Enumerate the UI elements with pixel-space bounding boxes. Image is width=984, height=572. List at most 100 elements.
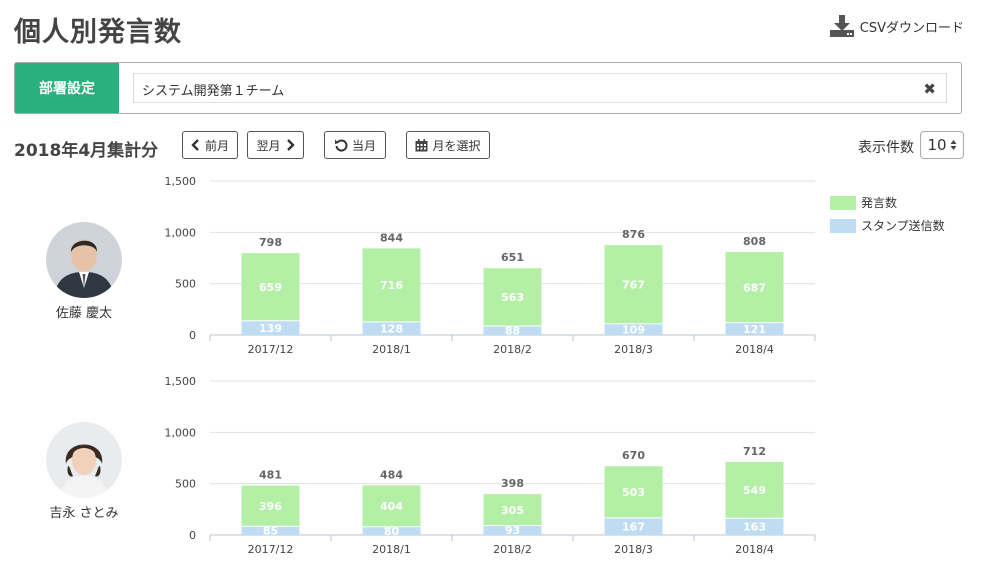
bar-remarks — [483, 268, 542, 326]
download-icon — [829, 15, 854, 37]
user-name: 吉永 さとみ — [49, 506, 119, 521]
display-count-label: 表示件数 — [858, 140, 914, 156]
next-month-button[interactable]: 翌月 — [247, 131, 304, 159]
data-label-stamps: 88 — [505, 324, 520, 337]
bar-remarks — [362, 248, 421, 322]
page-title: 個人別発言数 — [14, 17, 182, 48]
data-label-remarks: 563 — [501, 291, 524, 304]
data-label-total: 712 — [743, 445, 766, 458]
avatar — [46, 222, 122, 298]
data-label-stamps: 93 — [505, 524, 520, 537]
user-block: 佐藤 慶太 — [34, 222, 134, 321]
csv-download-label: CSVダウンロード — [859, 20, 964, 36]
x-tick-label: 2018/2 — [493, 543, 532, 556]
y-tick-label: 500 — [175, 278, 196, 291]
x-tick-label: 2017/12 — [248, 343, 294, 356]
y-tick-label: 500 — [175, 478, 196, 491]
calendar-icon — [415, 138, 428, 151]
data-label-stamps: 121 — [743, 323, 766, 336]
current-month-label: 当月 — [351, 138, 376, 153]
close-icon[interactable]: ✖ — [923, 80, 936, 98]
bar-remarks — [725, 461, 784, 519]
y-tick-label: 0 — [189, 329, 196, 342]
next-month-label: 翌月 — [256, 138, 281, 153]
chart-legend: 発言数 スタンプ送信数 — [830, 194, 945, 240]
display-count-select[interactable]: 10 — [920, 131, 964, 159]
current-month-button[interactable]: 当月 — [324, 131, 386, 159]
data-label-remarks: 404 — [380, 500, 403, 513]
data-label-total: 844 — [380, 231, 403, 244]
legend-swatch-remarks — [830, 195, 856, 210]
bar-stamps — [725, 518, 784, 535]
prev-month-button[interactable]: 前月 — [182, 131, 238, 159]
user-name: 佐藤 慶太 — [55, 306, 113, 321]
undo-icon — [334, 139, 348, 152]
bar-stamps — [362, 321, 421, 335]
x-tick-label: 2018/3 — [614, 343, 653, 356]
bar-remarks — [362, 485, 421, 527]
department-input[interactable]: システム開発第１チーム ✖ — [133, 73, 947, 103]
display-count-value: 10 — [927, 136, 947, 154]
bar-remarks — [725, 252, 784, 323]
data-label-remarks: 659 — [259, 281, 282, 294]
data-label-remarks: 767 — [622, 278, 645, 291]
data-label-stamps: 128 — [380, 322, 403, 335]
department-value: システム開発第１チーム — [142, 84, 285, 99]
chevron-left-icon — [191, 139, 199, 151]
y-tick-label: 1,000 — [165, 226, 197, 239]
data-label-remarks: 396 — [259, 500, 282, 513]
y-tick-label: 1,000 — [165, 426, 197, 439]
bar-remarks — [241, 253, 300, 321]
bar-chart: 1,500 1,000 500 0 139 659 798 2017/12 128 716 844 2… — [165, 175, 816, 356]
bar-stamps — [604, 517, 663, 535]
sort-icon — [950, 140, 957, 150]
bar-stamps — [362, 526, 421, 535]
select-month-label: 月を選択 — [432, 138, 481, 153]
legend-label-stamps: スタンプ送信数 — [861, 219, 945, 233]
x-tick-label: 2018/4 — [735, 543, 774, 556]
data-label-total: 481 — [259, 469, 282, 482]
x-tick-label: 2017/12 — [248, 543, 294, 556]
bar-stamps — [483, 525, 542, 535]
data-label-total: 670 — [622, 449, 645, 462]
avatar — [46, 422, 122, 498]
bar-remarks — [604, 466, 663, 518]
data-label-stamps: 139 — [259, 322, 282, 335]
bar-remarks — [241, 485, 300, 527]
data-label-total: 398 — [501, 477, 524, 490]
bar-remarks — [483, 494, 542, 526]
y-tick-label: 1,500 — [165, 375, 197, 388]
data-label-total: 484 — [380, 468, 403, 481]
data-label-remarks: 549 — [743, 484, 766, 497]
bar-stamps — [241, 320, 300, 335]
data-label-total: 651 — [501, 251, 524, 264]
bar-stamps — [604, 323, 663, 335]
department-label: 部署設定 — [15, 63, 119, 113]
bar-remarks — [604, 245, 663, 324]
prev-month-label: 前月 — [204, 138, 229, 153]
user-block: 吉永 さとみ — [34, 422, 134, 521]
csv-download-button[interactable]: CSVダウンロード — [828, 14, 964, 38]
select-month-button[interactable]: 月を選択 — [406, 131, 490, 159]
bar-stamps — [725, 322, 784, 335]
legend-label-remarks: 発言数 — [861, 196, 898, 210]
x-tick-label: 2018/3 — [614, 543, 653, 556]
data-label-stamps: 80 — [384, 525, 400, 538]
department-filter: 部署設定 システム開発第１チーム ✖ — [14, 62, 962, 114]
chevron-right-icon — [286, 139, 295, 151]
data-label-total: 808 — [743, 235, 766, 248]
data-label-total: 798 — [259, 236, 282, 249]
period-title: 2018年4月集計分 — [14, 141, 159, 161]
legend-swatch-stamps — [830, 218, 856, 233]
data-label-stamps: 163 — [743, 521, 766, 534]
data-label-remarks: 305 — [501, 504, 524, 517]
bar-chart: 1,500 1,000 500 0 85 396 481 2017/12 80 404 484 201… — [165, 375, 816, 556]
data-label-total: 876 — [622, 228, 645, 241]
bar-stamps — [241, 526, 300, 535]
data-label-remarks: 687 — [743, 281, 766, 294]
data-label-remarks: 716 — [380, 279, 403, 292]
x-tick-label: 2018/2 — [493, 343, 532, 356]
bar-stamps — [483, 325, 542, 335]
data-label-stamps: 109 — [622, 323, 645, 336]
x-tick-label: 2018/1 — [372, 543, 411, 556]
